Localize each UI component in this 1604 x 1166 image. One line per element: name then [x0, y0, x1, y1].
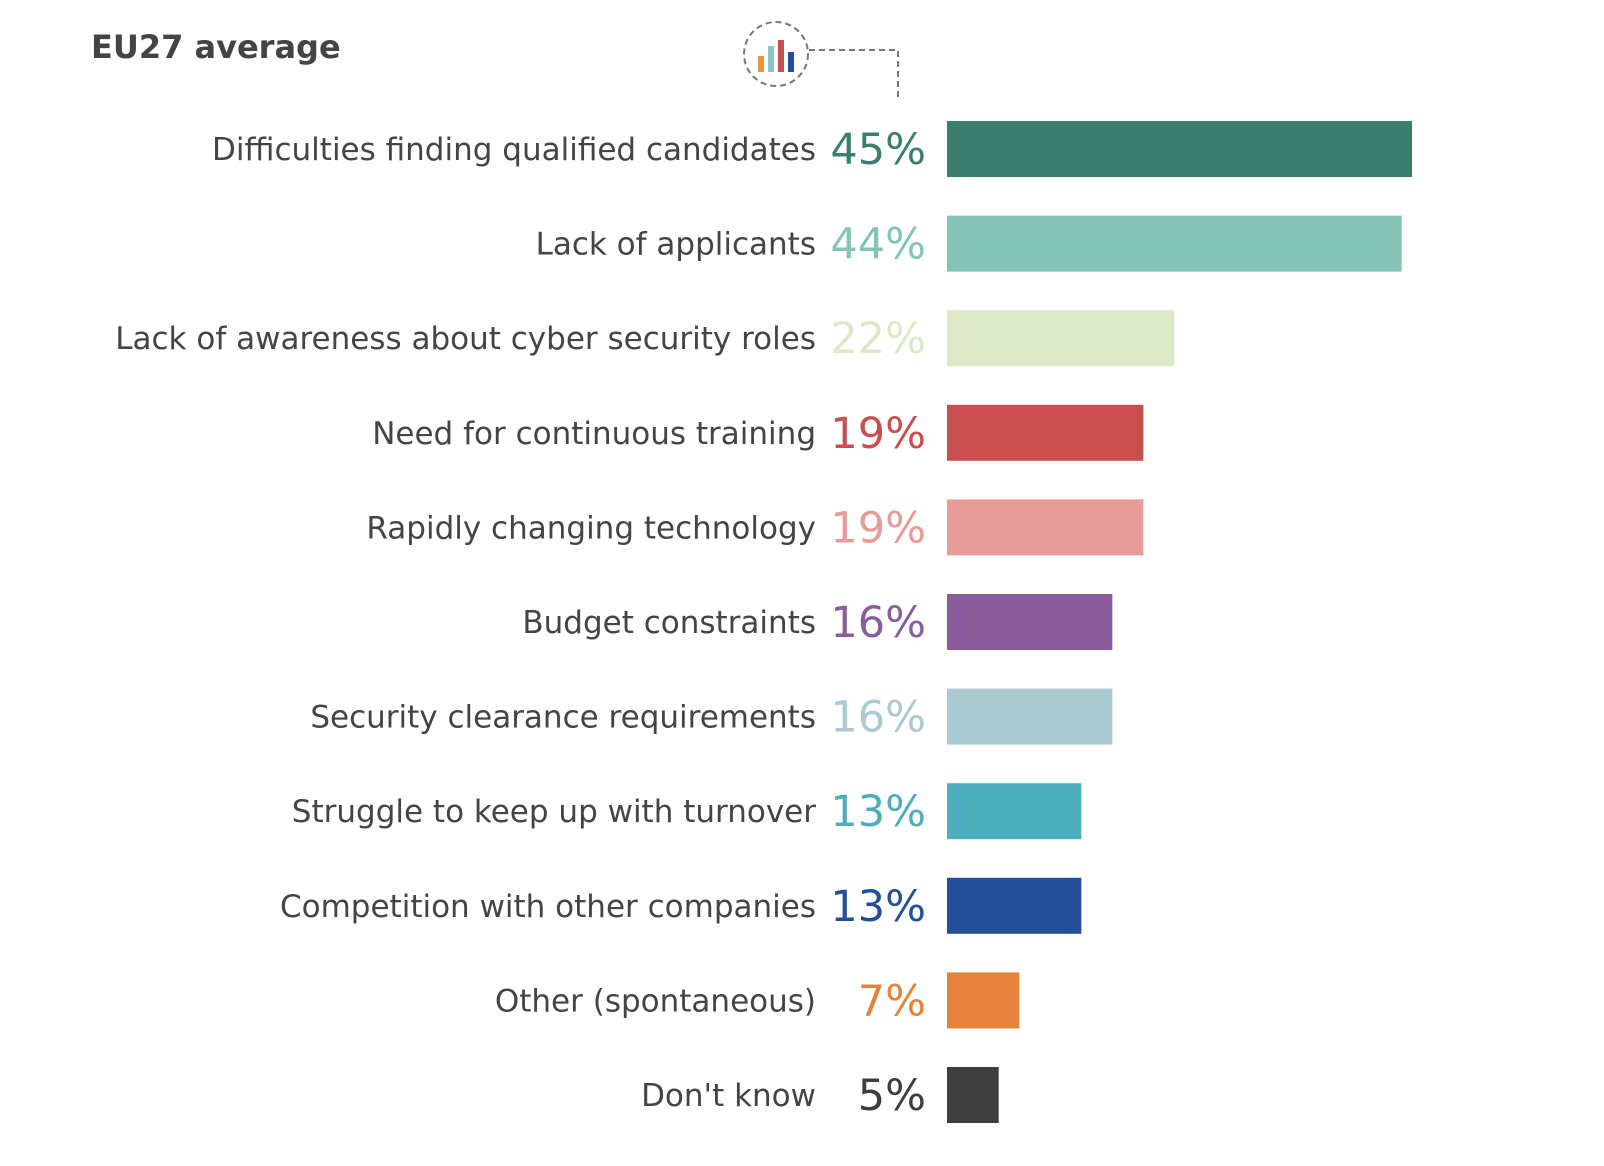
category-label: Lack of applicants — [536, 227, 816, 263]
category-label: Lack of awareness about cyber security r… — [115, 321, 816, 357]
value-label: 45% — [830, 125, 926, 175]
category-label: Don't know — [641, 1078, 816, 1114]
value-label: 5% — [858, 1071, 926, 1121]
bar — [947, 404, 1144, 461]
category-label: Budget constraints — [522, 605, 816, 641]
bar — [947, 310, 1175, 367]
bar — [947, 972, 1020, 1029]
value-label: 7% — [858, 976, 926, 1026]
value-label: 16% — [830, 598, 926, 648]
category-label: Rapidly changing technology — [366, 510, 816, 546]
bar — [947, 877, 1082, 934]
bar — [947, 594, 1113, 650]
bar — [947, 499, 1144, 556]
value-label: 19% — [830, 503, 926, 553]
category-label: Need for continuous training — [372, 416, 816, 452]
category-label: Competition with other companies — [280, 889, 816, 925]
value-label: 44% — [830, 220, 926, 270]
category-label: Struggle to keep up with turnover — [292, 794, 816, 830]
value-label: 13% — [830, 882, 926, 932]
category-label: Security clearance requirements — [310, 700, 816, 736]
bar — [947, 121, 1412, 177]
chart-title: EU27 average — [91, 28, 341, 66]
bar — [947, 688, 1113, 745]
bar — [947, 215, 1402, 272]
value-label: 22% — [830, 314, 926, 364]
value-label: 13% — [830, 787, 926, 837]
category-label: Other (spontaneous) — [495, 983, 816, 1019]
value-label: 16% — [830, 693, 926, 743]
bar — [947, 783, 1082, 840]
bar — [947, 1067, 999, 1123]
category-label: Difficulties finding qualified candidate… — [212, 132, 816, 168]
bar-chart-icon — [743, 21, 899, 98]
value-label: 19% — [830, 409, 926, 459]
